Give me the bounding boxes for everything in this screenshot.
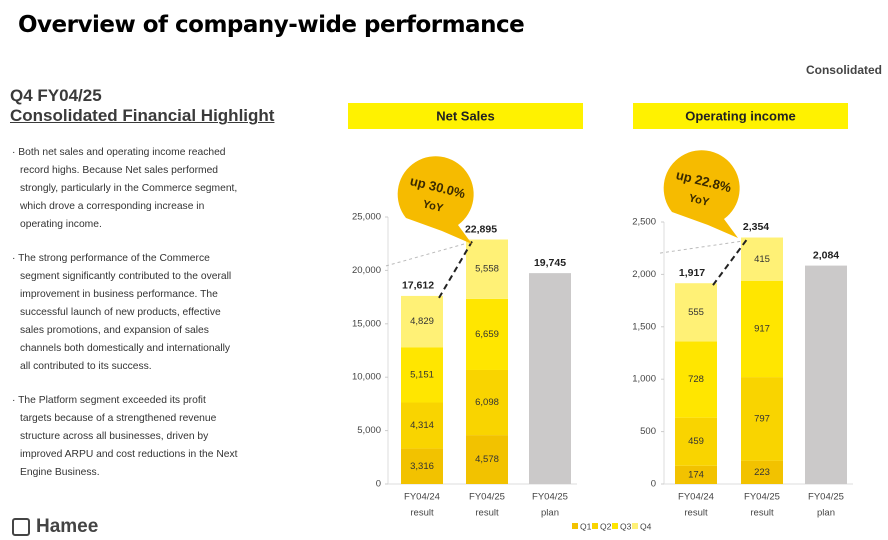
x-tick-label: result xyxy=(684,508,708,519)
bullet-text: Both net sales and operating income reac… xyxy=(18,147,238,230)
bar-value-label: 6,098 xyxy=(475,397,499,408)
bar-value-label: 917 xyxy=(754,324,770,335)
bar-value-label: 174 xyxy=(688,469,704,480)
y-tick-label: 500 xyxy=(640,426,656,437)
plan-bar xyxy=(805,265,847,484)
x-tick-label: result xyxy=(410,508,434,519)
bar-value-label: 4,578 xyxy=(475,454,499,465)
x-tick-label: FY04/25 xyxy=(532,492,568,503)
bar-value-label: 415 xyxy=(754,254,770,265)
legend-label: Q2 xyxy=(600,521,612,531)
x-tick-label: plan xyxy=(541,508,559,519)
legend-swatch xyxy=(592,523,598,529)
bar-value-label: 555 xyxy=(688,307,704,318)
callout-pointer xyxy=(385,242,467,267)
legend-swatch xyxy=(572,523,578,529)
bar-value-label: 4,829 xyxy=(410,316,434,327)
y-tick-label: 1,000 xyxy=(632,374,656,385)
y-tick-label: 1,500 xyxy=(632,321,656,332)
bar-segment xyxy=(401,295,443,348)
y-tick-label: 2,500 xyxy=(632,217,656,228)
trend-line xyxy=(438,240,473,299)
bar-segment xyxy=(466,298,508,370)
legend-label: Q4 xyxy=(640,521,652,531)
x-tick-label: result xyxy=(750,508,774,519)
bar-segment xyxy=(675,417,717,466)
y-tick-label: 20,000 xyxy=(352,265,381,276)
legend-label: Q3 xyxy=(620,521,632,531)
bar-segment xyxy=(741,377,783,461)
heading-line: Q4 FY04/25 xyxy=(10,86,102,105)
bullet: · Both net sales and operating income re… xyxy=(12,147,238,230)
bar-value-label: 5,151 xyxy=(410,370,434,381)
bar-value-label: 3,316 xyxy=(410,461,434,472)
bar-segment xyxy=(675,283,717,342)
x-tick-label: FY04/24 xyxy=(404,492,440,503)
bar-segment xyxy=(466,369,508,436)
chart-header xyxy=(348,103,583,129)
bullet-text: The strong performance of the Commerce s… xyxy=(18,253,232,372)
bullet-text: The Platform segment exceeded its profit… xyxy=(18,395,238,478)
total-label: 1,917 xyxy=(679,267,705,279)
bar-segment xyxy=(401,448,443,484)
y-tick-label: 25,000 xyxy=(352,212,381,223)
total-label: 17,612 xyxy=(402,280,434,292)
legend-swatch xyxy=(632,523,638,529)
x-tick-label: FY04/25 xyxy=(469,492,505,503)
scope-label: Consolidated xyxy=(805,63,882,77)
x-tick-label: FY04/24 xyxy=(678,492,714,503)
y-tick-label: 15,000 xyxy=(352,318,381,329)
total-label: 22,895 xyxy=(465,223,497,235)
bar-value-label: 728 xyxy=(688,374,704,385)
total-label: 19,745 xyxy=(534,257,566,269)
logo-icon xyxy=(12,518,30,536)
total-label: 2,354 xyxy=(743,221,769,233)
x-tick-label: result xyxy=(475,508,499,519)
legend-label: Q1 xyxy=(580,521,592,531)
chart-title: Operating income xyxy=(685,108,796,123)
callout-pointer xyxy=(659,240,742,254)
bar-segment xyxy=(675,465,717,484)
x-tick-label: plan xyxy=(817,508,835,519)
annotation: YoY xyxy=(421,198,445,215)
bar-value-label: 6,659 xyxy=(475,329,499,340)
bullet: · The strong performance of the Commerce… xyxy=(12,253,232,372)
bar-value-label: 5,558 xyxy=(475,264,499,275)
bar-segment xyxy=(741,237,783,282)
bar-value-label: 797 xyxy=(754,413,770,424)
total-label: 2,084 xyxy=(813,249,839,261)
bullet-list: · Both net sales and operating income re… xyxy=(12,144,240,498)
callout xyxy=(663,150,740,238)
x-tick-label: FY04/25 xyxy=(808,492,844,503)
bar-value-label: 459 xyxy=(688,436,704,447)
y-tick-label: 10,000 xyxy=(352,372,381,383)
annotation: YoY xyxy=(687,192,711,209)
y-tick-label: 0 xyxy=(651,479,656,490)
heading-line: Consolidated Financial Highlight xyxy=(10,106,275,125)
logo: Hamee xyxy=(36,516,99,537)
callout xyxy=(397,156,474,244)
bar-segment xyxy=(466,435,508,484)
bar-segment xyxy=(466,239,508,299)
bar-value-label: 4,314 xyxy=(410,420,434,431)
chart-title: Net Sales xyxy=(436,108,495,123)
bar-value-label: 223 xyxy=(754,467,770,478)
legend-swatch xyxy=(612,523,618,529)
bar-segment xyxy=(401,402,443,449)
page-title: Overview of company-wide performance xyxy=(18,12,525,38)
y-tick-label: 5,000 xyxy=(357,425,381,436)
chart-header xyxy=(633,103,848,129)
bullet: · The Platform segment exceeded its prof… xyxy=(12,395,238,478)
bar-segment xyxy=(741,281,783,378)
plan-bar xyxy=(529,273,571,484)
bar-segment xyxy=(675,341,717,418)
x-tick-label: FY04/25 xyxy=(744,492,780,503)
y-tick-label: 2,000 xyxy=(632,269,656,280)
bar-segment xyxy=(741,460,783,484)
y-tick-label: 0 xyxy=(376,479,381,490)
bar-segment xyxy=(401,347,443,403)
